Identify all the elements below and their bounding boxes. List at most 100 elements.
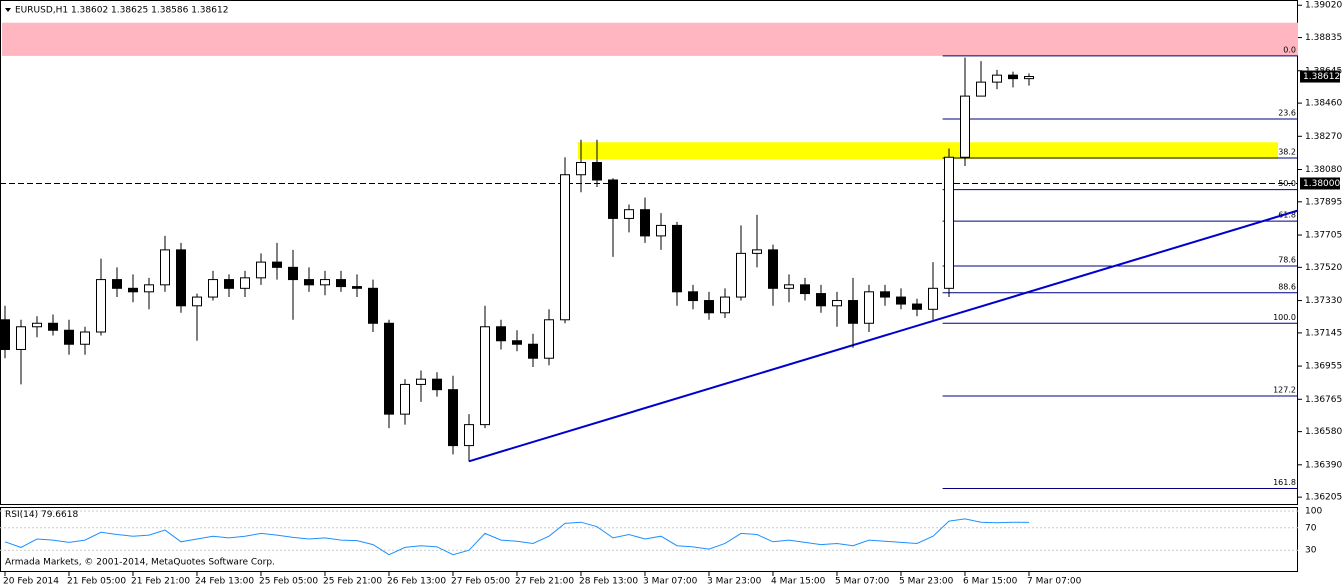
chart-title: EURUSD,H1 1.38602 1.38625 1.38586 1.3861… <box>15 6 228 16</box>
fib-label: 38.2 <box>1278 148 1296 157</box>
y-tick-label: 1.38460 <box>1305 99 1342 109</box>
rsi-tick-label: 30 <box>1305 546 1317 556</box>
x-tick-label: 24 Feb 13:00 <box>195 577 254 587</box>
candle-body <box>800 284 810 295</box>
x-tick-label: 25 Feb 05:00 <box>259 577 318 587</box>
candle-body <box>400 383 410 415</box>
y-tick-label: 1.37145 <box>1305 328 1342 338</box>
candle-body <box>832 300 842 307</box>
y-tick-label: 1.37705 <box>1305 231 1342 241</box>
x-tick-label: 21 Feb 21:00 <box>131 577 190 587</box>
candle-body <box>752 249 762 254</box>
fib-label: 0.0 <box>1283 45 1296 54</box>
y-tick-label: 1.38270 <box>1305 132 1342 142</box>
fib-label: 23.6 <box>1278 109 1296 118</box>
candle-body <box>1024 76 1034 80</box>
y-tick-label: 1.36765 <box>1305 395 1342 405</box>
x-tick-label: 21 Feb 05:00 <box>67 577 126 587</box>
x-tick-label: 28 Feb 13:00 <box>579 577 638 587</box>
rsi-name: RSI(14) <box>5 510 38 520</box>
fib-label: 78.6 <box>1278 256 1296 265</box>
x-tick-label: 6 Mar 15:00 <box>963 577 1018 587</box>
candle-body <box>912 303 922 310</box>
candle-body <box>64 329 74 345</box>
y-tick-label: 1.36390 <box>1305 460 1342 470</box>
candle-body <box>336 279 346 288</box>
candle-body <box>48 322 58 331</box>
candle-body <box>176 249 186 307</box>
candle-body <box>688 291 698 302</box>
fib-label: 127.2 <box>1273 385 1296 394</box>
candle-body <box>240 277 250 289</box>
candle-body <box>736 252 746 298</box>
candle-body <box>960 95 970 158</box>
candle-body <box>160 249 170 286</box>
candle-body <box>768 249 778 289</box>
candle-body <box>944 156 954 289</box>
x-tick-label: 5 Mar 23:00 <box>899 577 954 587</box>
candle-body <box>512 340 522 345</box>
candle-body <box>560 174 570 321</box>
candle-body <box>320 279 330 286</box>
candle-body <box>432 378 442 391</box>
candle-body <box>976 81 986 97</box>
candle-body <box>304 279 314 286</box>
rsi-title: RSI(14) 79.6618 <box>5 510 78 520</box>
x-tick-label: 27 Feb 05:00 <box>451 577 510 587</box>
candle-body <box>992 74 1002 83</box>
menu-icon <box>5 8 11 12</box>
fib-label: 61.8 <box>1278 211 1296 220</box>
candle-body <box>256 261 266 279</box>
rsi-tick-label: 70 <box>1305 523 1317 533</box>
zone <box>2 22 1298 56</box>
zone <box>578 142 1278 160</box>
candle-body <box>352 286 362 289</box>
fib-label: 88.6 <box>1278 282 1296 291</box>
y-tick-label: 1.38080 <box>1305 165 1342 175</box>
candle-body <box>416 378 426 385</box>
candle-body <box>384 322 394 415</box>
candle-body <box>288 266 298 281</box>
x-tick-label: 7 Mar 07:00 <box>1027 577 1082 587</box>
price-box-label: 1.38612 <box>1303 72 1340 82</box>
fib-label: 50.0 <box>1278 179 1296 188</box>
x-tick-label: 26 Feb 13:00 <box>387 577 446 587</box>
candle-body <box>624 209 634 219</box>
candle-body <box>368 287 378 324</box>
candle-body <box>928 287 938 310</box>
x-tick-label: 25 Feb 21:00 <box>323 577 382 587</box>
y-tick-label: 1.37520 <box>1305 263 1342 273</box>
main-panel <box>0 0 1298 505</box>
trend-line <box>468 209 1299 463</box>
candle-body <box>272 261 282 268</box>
candle-body <box>32 322 42 328</box>
copyright: Armada Markets, © 2001-2014, MetaQuotes … <box>5 558 275 568</box>
candle-body <box>192 296 202 307</box>
rsi-line <box>4 518 1030 556</box>
candle-body <box>224 279 234 289</box>
y-tick-label: 1.37330 <box>1305 296 1342 306</box>
price-box-label: 1.38000 <box>1303 179 1340 189</box>
price-box <box>1300 177 1340 190</box>
candle-body <box>864 291 874 324</box>
candle-body <box>128 287 138 293</box>
candle-body <box>480 326 490 426</box>
y-tick-label: 1.37895 <box>1305 197 1342 207</box>
candle-body <box>672 224 682 293</box>
y-tick-label: 1.36580 <box>1305 427 1342 437</box>
price-box <box>1300 70 1340 83</box>
candle-body <box>144 284 154 293</box>
candle-body <box>448 389 458 447</box>
candle-body <box>784 284 794 289</box>
x-tick-label: 20 Feb 2014 <box>3 577 59 587</box>
candle-body <box>544 319 554 359</box>
x-tick-label: 27 Feb 21:00 <box>515 577 574 587</box>
rsi-tick-label: 100 <box>1305 507 1322 517</box>
candle-body <box>848 300 858 324</box>
candle-body <box>656 224 666 237</box>
candle-body <box>80 331 90 345</box>
candle-body <box>528 343 538 359</box>
